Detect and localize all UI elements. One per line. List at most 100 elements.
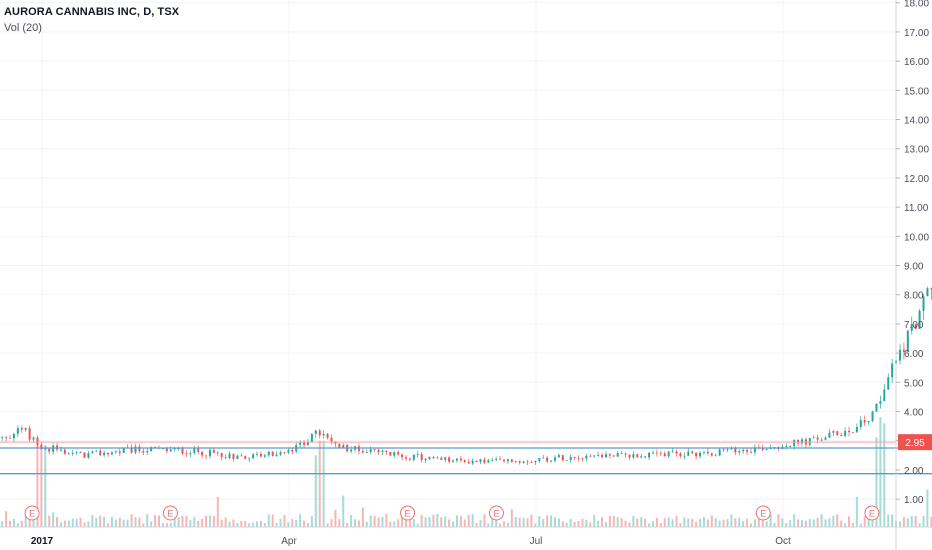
candle-body	[483, 459, 486, 463]
volume-bar	[832, 515, 835, 527]
candle-body	[734, 447, 737, 453]
volume-bar	[706, 519, 709, 527]
volume-bar	[820, 514, 823, 527]
volume-bar	[463, 519, 466, 527]
candle-body	[369, 449, 372, 453]
volume-bar	[538, 515, 541, 527]
candle-body	[487, 460, 490, 463]
volume-bar	[428, 516, 431, 527]
candle-body	[389, 452, 392, 456]
candle-body	[330, 437, 333, 442]
volume-bar	[236, 522, 239, 527]
time-axis[interactable]: 2017AprJulOct2018AprJulOct2019AprJulOct2…	[0, 526, 932, 547]
earnings-marker[interactable]	[488, 505, 504, 521]
candle-body	[67, 453, 70, 455]
candle-body	[36, 437, 39, 445]
candle-body	[761, 447, 764, 450]
candle-body	[197, 448, 200, 452]
volume-bar	[444, 516, 447, 527]
volume-bar	[487, 523, 490, 527]
candle-body	[130, 447, 133, 453]
volume-bar	[506, 522, 509, 527]
volume-bar	[922, 515, 925, 527]
volume-bar	[859, 523, 862, 527]
candle-body	[256, 453, 259, 455]
volume-bar	[299, 514, 302, 527]
candle-body	[753, 447, 756, 453]
volume-bar	[342, 495, 345, 527]
volume-bar	[181, 516, 184, 527]
candle-body	[506, 459, 509, 462]
candle-body	[840, 434, 843, 436]
earnings-marker[interactable]	[400, 505, 416, 521]
volume-bar	[99, 515, 102, 527]
candle-body	[91, 451, 94, 454]
candle-body	[824, 437, 827, 440]
volume-bar	[746, 518, 749, 527]
volume-bar	[569, 518, 572, 527]
earnings-marker[interactable]	[24, 505, 40, 521]
volume-bar	[134, 517, 137, 527]
earnings-marker[interactable]	[864, 505, 880, 521]
volume-bar	[122, 519, 125, 527]
volume-bar	[816, 517, 819, 527]
candle-body	[887, 377, 890, 390]
candle-body	[699, 452, 702, 457]
candle-body	[83, 452, 86, 458]
volume-indicator-label[interactable]: Vol (20)	[4, 22, 42, 34]
candle-body	[271, 451, 274, 456]
volume-bar	[718, 520, 721, 527]
candle-body	[146, 451, 149, 453]
candle-body	[499, 458, 502, 460]
candle-body	[820, 439, 823, 441]
candle-body	[338, 443, 341, 448]
candle-body	[393, 452, 396, 456]
volume-bar	[318, 440, 321, 527]
volume-bar	[189, 519, 192, 527]
volume-bars	[1, 417, 932, 527]
candle-body	[706, 451, 709, 454]
volume-bar	[891, 514, 894, 527]
volume-bar	[871, 518, 874, 527]
volume-bar	[585, 519, 588, 527]
price-axis[interactable]: 1.002.003.004.005.006.007.008.009.0010.0…	[895, 0, 929, 550]
candle-body	[875, 403, 878, 412]
volume-bar	[338, 519, 341, 527]
candle-body	[424, 458, 427, 461]
volume-bar	[165, 523, 168, 527]
volume-bar	[279, 519, 282, 527]
earnings-marker[interactable]	[755, 505, 771, 521]
candle-body	[793, 440, 796, 447]
candle-body	[314, 430, 317, 434]
volume-bar	[59, 522, 62, 527]
volume-bar	[546, 515, 549, 527]
candle-body	[667, 451, 670, 457]
volume-bar	[40, 444, 43, 527]
volume-bar	[565, 522, 568, 527]
volume-bar	[248, 523, 251, 527]
volume-bar	[914, 515, 917, 527]
volume-bar	[542, 519, 545, 527]
volume-bar	[287, 522, 290, 527]
volume-bar	[483, 514, 486, 527]
volume-bar	[679, 523, 682, 527]
volume-bar	[601, 517, 604, 527]
candle-body	[675, 451, 678, 454]
candle-body	[408, 458, 411, 460]
volume-bar	[389, 521, 392, 527]
candle-body	[212, 450, 215, 453]
volume-bar	[354, 519, 357, 527]
candle-body	[648, 452, 651, 458]
volume-bar	[675, 515, 678, 527]
candle-body	[479, 459, 482, 462]
volume-bar	[12, 518, 15, 527]
y-tick-label: 4.00	[904, 408, 924, 419]
volume-bar	[83, 522, 86, 527]
grid-lines	[0, 0, 896, 527]
volume-bar	[691, 518, 694, 527]
volume-bar	[836, 514, 839, 527]
marker-label: E	[405, 509, 411, 519]
volume-bar	[416, 523, 419, 527]
earnings-marker[interactable]	[162, 505, 178, 521]
